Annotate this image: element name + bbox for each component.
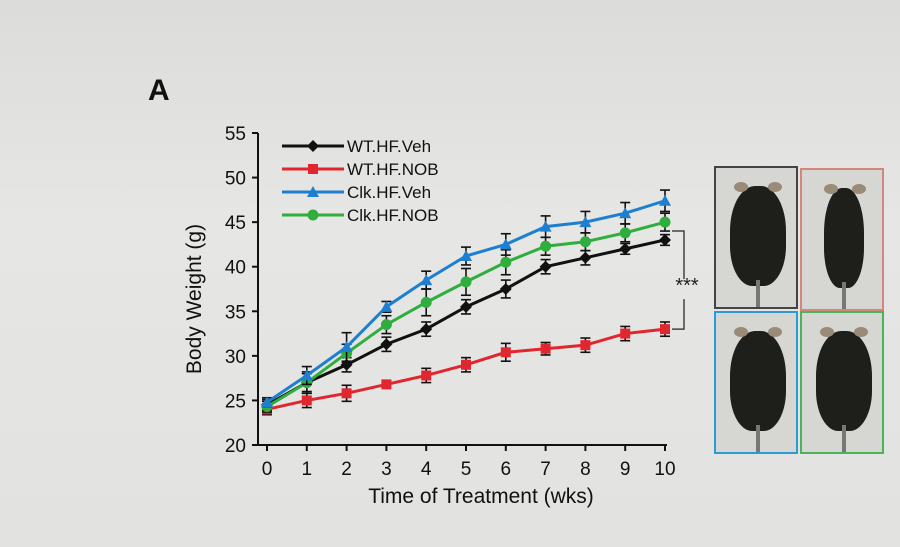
data-point-wt-hf-nob (580, 340, 591, 351)
photo-wt-hf-veh (714, 166, 798, 309)
data-point-clk-hf-veh (261, 396, 273, 408)
mouse-ear (820, 327, 834, 337)
data-point-clk-hf-nob (619, 227, 631, 239)
data-point-wt-hf-nob (381, 379, 392, 390)
data-point-clk-hf-nob (659, 216, 671, 228)
data-point-wt-hf-nob (421, 370, 432, 381)
mouse-ear (854, 327, 868, 337)
legend-label-wt-hf-veh: WT.HF.Veh (347, 137, 431, 156)
mouse-photos-grid (714, 166, 886, 458)
data-point-wt-hf-veh (499, 283, 512, 295)
y-tick-label: 25 (225, 391, 246, 412)
y-tick-label: 50 (225, 169, 246, 190)
data-point-clk-hf-veh (579, 216, 592, 228)
data-point-wt-hf-nob (660, 324, 670, 335)
data-point-wt-hf-nob (500, 347, 511, 358)
mouse-ear (824, 184, 838, 194)
mouse-ear (768, 182, 782, 192)
x-tick-label: 7 (540, 459, 551, 480)
mouse-tail (756, 280, 760, 307)
legend-label-clk-hf-nob: Clk.HF.NOB (347, 206, 439, 225)
data-point-wt-hf-veh (619, 242, 632, 255)
data-point-clk-hf-veh (340, 340, 353, 352)
legend-marker-clk-hf-veh (307, 186, 319, 197)
data-point-wt-hf-nob (620, 328, 631, 339)
mouse-ear (852, 184, 866, 194)
panel-label: A (148, 74, 170, 107)
x-tick-label: 3 (381, 459, 392, 480)
data-point-clk-hf-veh (539, 220, 552, 232)
x-tick-label: 5 (461, 459, 472, 480)
data-point-clk-hf-veh (300, 369, 313, 381)
mouse-ear (768, 327, 782, 337)
mouse-body (824, 188, 864, 288)
x-tick-label: 9 (620, 459, 631, 480)
data-point-clk-hf-veh (499, 238, 512, 250)
data-point-clk-hf-veh (380, 300, 393, 312)
legend-label-clk-hf-veh: Clk.HF.Veh (347, 183, 431, 202)
data-point-wt-hf-nob (301, 395, 312, 406)
data-point-clk-hf-veh (420, 274, 433, 286)
mouse-ear (734, 182, 748, 192)
y-tick-label: 20 (225, 436, 246, 457)
data-point-wt-hf-veh (539, 260, 552, 273)
significance-bracket-bottom (672, 299, 685, 330)
data-point-wt-hf-veh (659, 233, 671, 246)
data-point-wt-hf-veh (579, 251, 592, 264)
data-point-clk-hf-veh (659, 194, 671, 206)
legend-marker-wt-hf-nob (308, 164, 318, 174)
legend-marker-wt-hf-veh (307, 140, 319, 152)
data-point-clk-hf-nob (380, 319, 392, 331)
data-point-clk-hf-veh (460, 250, 472, 262)
data-point-wt-hf-veh (460, 300, 472, 313)
data-point-wt-hf-veh (420, 323, 433, 336)
data-point-wt-hf-nob (540, 343, 551, 354)
photo-clk-hf-nob (800, 311, 884, 454)
legend-marker-clk-hf-nob (307, 209, 319, 221)
x-tick-label: 8 (580, 459, 591, 480)
data-point-wt-hf-nob (461, 359, 471, 370)
legend-label-wt-hf-nob: WT.HF.NOB (347, 160, 439, 179)
significance-bracket-top (672, 230, 685, 279)
x-tick-label: 4 (421, 459, 432, 480)
y-tick-label: 55 (225, 124, 246, 145)
data-point-clk-hf-nob (420, 296, 432, 308)
x-tick-label: 0 (262, 459, 273, 480)
x-tick-label: 2 (341, 459, 352, 480)
data-point-clk-hf-nob (500, 256, 512, 268)
data-point-clk-hf-nob (460, 276, 472, 288)
photo-clk-hf-veh (714, 311, 798, 454)
mouse-tail (842, 282, 846, 309)
data-point-clk-hf-veh (619, 207, 632, 219)
x-tick-label: 6 (501, 459, 512, 480)
y-axis-label: Body Weight (g) (183, 224, 206, 374)
mouse-tail (842, 425, 846, 452)
mouse-body (816, 331, 872, 431)
mouse-body (730, 186, 786, 286)
data-point-clk-hf-nob (540, 240, 552, 252)
data-point-wt-hf-nob (341, 388, 352, 399)
data-point-wt-hf-veh (380, 338, 393, 351)
mouse-tail (756, 425, 760, 452)
y-tick-label: 40 (225, 258, 246, 279)
y-tick-label: 35 (225, 302, 246, 323)
data-point-clk-hf-nob (579, 236, 591, 248)
x-axis-label: Time of Treatment (wks) (368, 485, 594, 508)
x-tick-label: 10 (654, 459, 675, 480)
photo-wt-hf-nob (800, 168, 884, 311)
mouse-ear (734, 327, 748, 337)
x-tick-label: 1 (302, 459, 313, 480)
y-tick-label: 45 (225, 213, 246, 234)
mouse-body (730, 331, 786, 431)
y-tick-label: 30 (225, 347, 246, 368)
significance-stars: *** (675, 275, 699, 297)
